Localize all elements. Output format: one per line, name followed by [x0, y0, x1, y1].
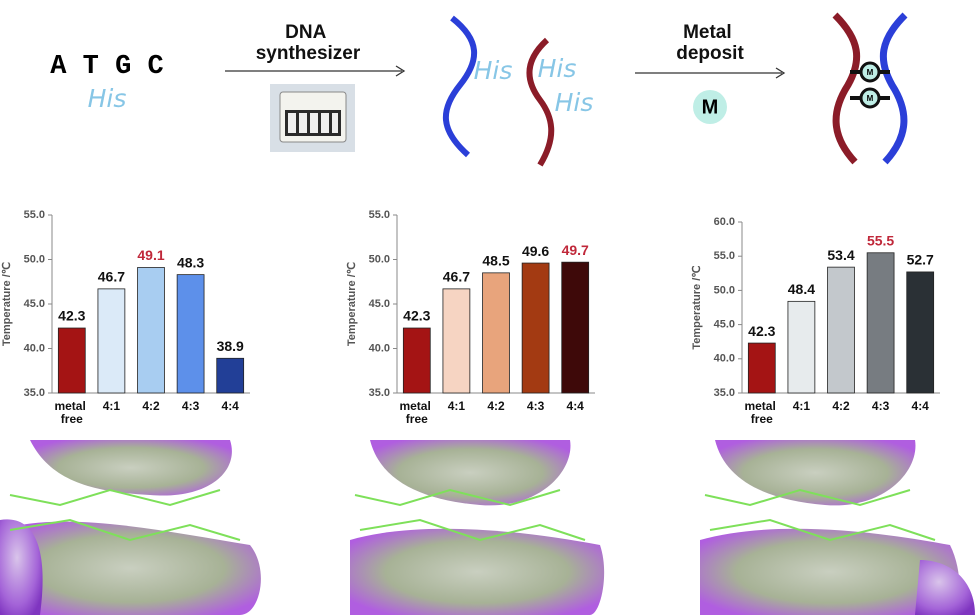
- x-tick-label: 4:1: [103, 399, 121, 413]
- x-tick-label: 4:1: [793, 399, 811, 413]
- value-label: 38.9: [217, 338, 244, 354]
- bar: [176, 274, 205, 394]
- value-label: 52.7: [907, 252, 934, 268]
- value-label: 48.3: [177, 254, 204, 270]
- his-label: His: [88, 84, 127, 113]
- bar: [97, 288, 126, 394]
- synthesizer-icon: [270, 84, 355, 152]
- bar: [561, 261, 590, 394]
- y-tick-label: 40.0: [714, 353, 735, 365]
- his-label: His: [538, 54, 577, 83]
- value-label: 46.7: [98, 269, 125, 285]
- bar: [521, 262, 550, 394]
- value-label: 48.4: [788, 281, 815, 297]
- y-axis-label: Temperature /℃: [346, 262, 358, 346]
- bar: [906, 271, 935, 394]
- y-tick-label: 55.0: [24, 209, 45, 221]
- bar: [827, 266, 855, 394]
- step-label: Metal deposit: [676, 22, 744, 64]
- dna-strand: [443, 15, 555, 167]
- value-label: 49.1: [137, 247, 164, 263]
- value-label: 48.5: [482, 253, 509, 269]
- value-label: 42.3: [403, 308, 430, 324]
- structure-image: [0, 440, 975, 615]
- step-label: DNA synthesizer: [256, 22, 361, 64]
- y-axis-label: Temperature /℃: [691, 265, 703, 349]
- x-tick-label: metal free: [54, 399, 89, 426]
- dna-duplex: [832, 12, 908, 165]
- x-tick-label: metal free: [744, 399, 779, 426]
- y-tick-label: 60.0: [714, 216, 735, 228]
- his-label: His: [474, 56, 513, 85]
- arrow: [635, 67, 786, 79]
- x-tick-label: 4:2: [487, 399, 505, 413]
- x-tick-label: 4:2: [142, 399, 160, 413]
- y-tick-label: 45.0: [714, 319, 735, 331]
- his-label: His: [555, 88, 594, 117]
- y-tick-label: 35.0: [369, 387, 390, 399]
- bar: [216, 357, 245, 394]
- bar: [747, 342, 776, 394]
- y-tick-label: 40.0: [24, 342, 45, 354]
- y-tick-label: 45.0: [24, 298, 45, 310]
- x-tick-label: 4:3: [527, 399, 545, 413]
- x-tick-label: 4:3: [182, 399, 200, 413]
- value-label: 53.4: [827, 247, 854, 263]
- y-tick-label: 35.0: [24, 387, 45, 399]
- bar: [442, 288, 471, 394]
- value-label: 42.3: [748, 323, 775, 339]
- bar: [137, 267, 165, 394]
- sequence: A T G C: [50, 52, 163, 82]
- y-tick-label: 50.0: [24, 253, 45, 265]
- value-label: 55.5: [867, 232, 894, 248]
- bar: [482, 272, 510, 394]
- arrow: [225, 65, 406, 77]
- x-tick-label: 4:2: [832, 399, 850, 413]
- metal-complex: [850, 61, 890, 109]
- y-axis-label: Temperature /℃: [1, 262, 13, 346]
- bar: [866, 252, 895, 394]
- y-tick-label: 55.0: [714, 250, 735, 262]
- metal-symbol: M: [867, 68, 874, 77]
- x-tick-label: 4:4: [567, 399, 585, 413]
- y-tick-label: 45.0: [369, 298, 390, 310]
- value-label: 49.7: [562, 242, 589, 258]
- y-tick-label: 50.0: [714, 284, 735, 296]
- y-tick-label: 35.0: [714, 387, 735, 399]
- metal-symbol: M: [702, 96, 719, 118]
- metal-icon: [693, 90, 727, 124]
- bar: [57, 327, 86, 394]
- x-tick-label: metal free: [399, 399, 434, 426]
- value-label: 46.7: [443, 269, 470, 285]
- y-tick-label: 50.0: [369, 253, 390, 265]
- value-label: 49.6: [522, 243, 549, 259]
- x-tick-label: 4:1: [448, 399, 466, 413]
- y-tick-label: 40.0: [369, 342, 390, 354]
- y-tick-label: 55.0: [369, 209, 390, 221]
- value-label: 42.3: [58, 308, 85, 324]
- x-tick-label: 4:4: [222, 399, 240, 413]
- metal-symbol: M: [867, 94, 874, 103]
- bar: [402, 327, 431, 394]
- x-tick-label: 4:4: [912, 399, 930, 413]
- x-tick-label: 4:3: [872, 399, 890, 413]
- bar: [787, 300, 816, 394]
